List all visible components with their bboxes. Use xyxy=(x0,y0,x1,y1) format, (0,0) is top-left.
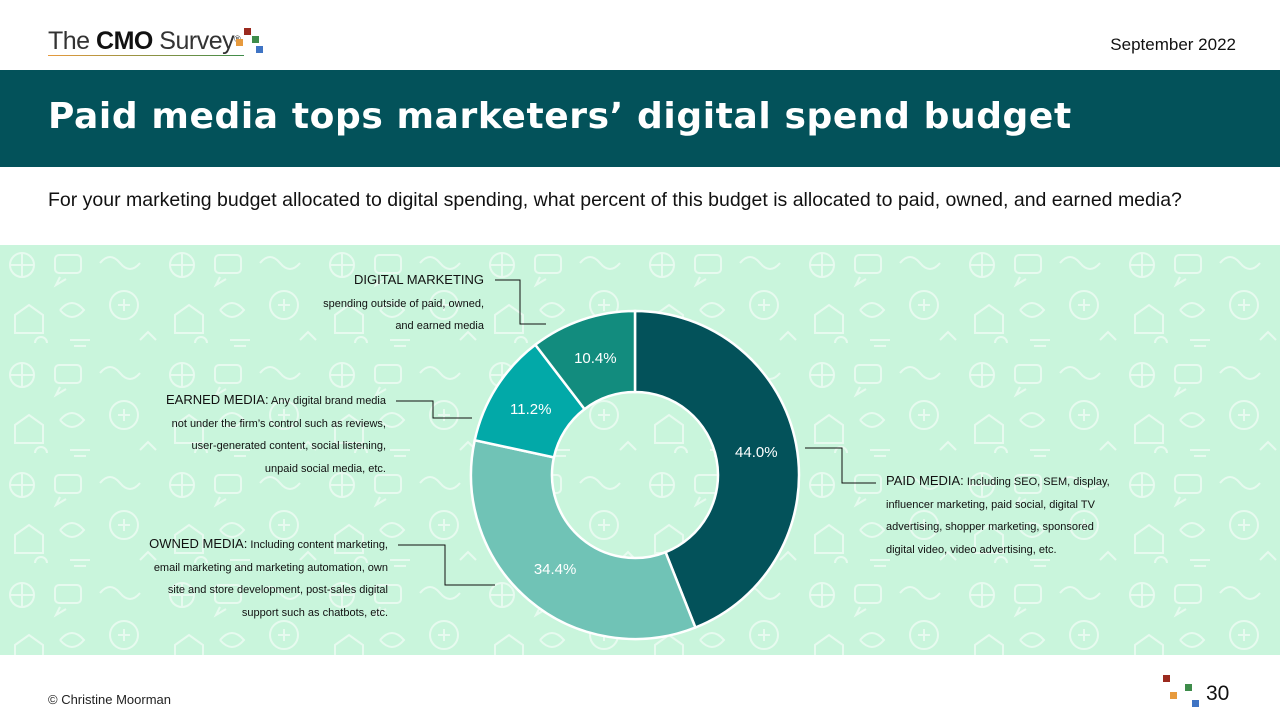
callout-paid-line3: advertising, shopper marketing, sponsore… xyxy=(886,521,1094,533)
callout-earned-media: EARNED MEDIA: Any digital brand media no… xyxy=(130,389,386,480)
label-owned-media: 34.4% xyxy=(534,561,577,578)
callout-digital-head: DIGITAL MARKETING xyxy=(353,272,484,287)
callout-paid-head: PAID MEDIA: xyxy=(886,473,964,488)
connector-paid xyxy=(805,447,876,484)
cmo-survey-logo: The CMO Survey® xyxy=(48,26,276,58)
callout-owned-line3: site and store development, post-sales d… xyxy=(167,584,388,596)
logo-squares-icon xyxy=(236,26,276,56)
callout-earned-line3: user-generated content, social listening… xyxy=(191,440,386,452)
title-band xyxy=(0,70,1280,167)
callout-owned-line2: email marketing and marketing automation… xyxy=(153,561,388,574)
callout-owned-media: OWNED MEDIA: Including content marketing… xyxy=(110,533,388,624)
copyright: © Christine Moorman xyxy=(48,692,172,707)
report-date: September 2022 xyxy=(1110,35,1236,54)
logo-squares-icon xyxy=(1163,675,1199,707)
survey-question: For your marketing budget allocated to d… xyxy=(48,189,1182,211)
callout-digital-marketing: DIGITAL MARKETING spending outside of pa… xyxy=(280,269,484,338)
label-earned-media: 11.2% xyxy=(510,401,551,418)
logo-underline xyxy=(48,55,244,56)
donut-chart: 44.0% 34.4% 11.2% 10.4% xyxy=(396,279,876,641)
callout-earned-line2: not under the firm’s control such as rev… xyxy=(171,417,386,430)
label-digital-marketing: 10.4% xyxy=(574,350,617,367)
connector-digital xyxy=(495,279,546,325)
logo-wordmark: The CMO Survey® xyxy=(48,27,241,55)
slice-digital-marketing xyxy=(533,309,637,411)
callout-paid-media: PAID MEDIA: Including SEO, SEM, display,… xyxy=(886,470,1156,561)
slice-owned-media xyxy=(469,438,697,641)
callout-paid-line2: influencer marketing, paid social, digit… xyxy=(886,498,1095,511)
page-number: 30 xyxy=(1206,682,1230,705)
slice-paid-media xyxy=(633,309,801,630)
connector-earned xyxy=(396,400,472,419)
callout-digital-line1: spending outside of paid, owned, xyxy=(323,297,484,310)
callout-owned-head: OWNED MEDIA: xyxy=(149,536,248,551)
connector-owned xyxy=(398,544,495,586)
slide-title: Paid media tops marketers’ digital spend… xyxy=(48,96,1072,137)
callout-owned-line4: support such as chatbots, etc. xyxy=(241,606,388,619)
callout-digital-line2: and earned media xyxy=(395,320,484,332)
label-paid-media: 44.0% xyxy=(735,444,778,461)
callout-paid-line4: digital video, video advertising, etc. xyxy=(886,543,1057,556)
callout-earned-line4: unpaid social media, etc. xyxy=(264,462,386,475)
callout-earned-head: EARNED MEDIA: xyxy=(166,392,269,407)
callout-connectors xyxy=(396,279,876,586)
